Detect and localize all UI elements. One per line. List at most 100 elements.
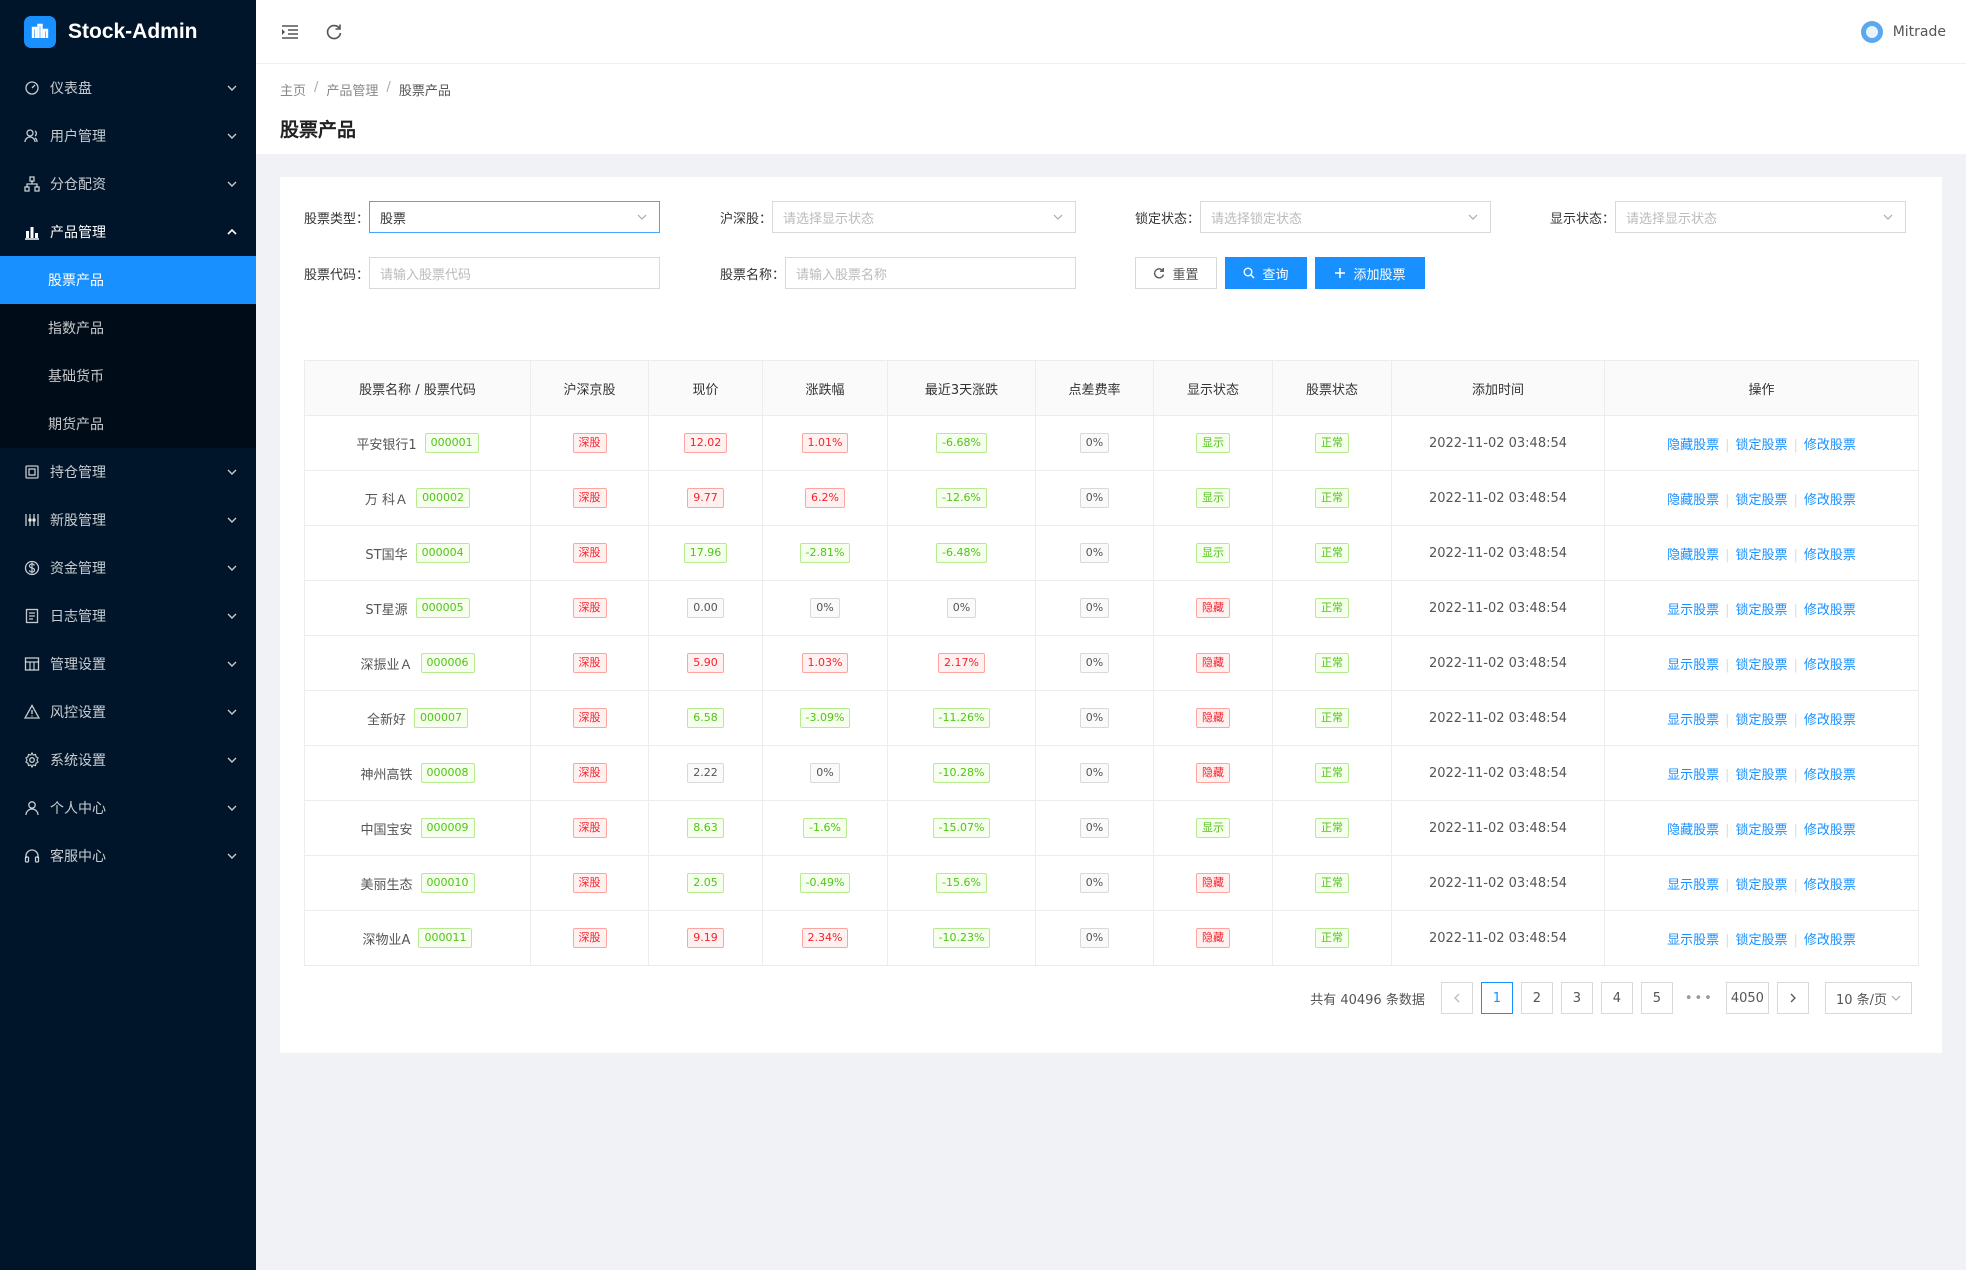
lock-stock-link[interactable]: 锁定股票 <box>1735 932 1788 948</box>
sidebar-item-label: 风控设置 <box>50 705 106 721</box>
chevron-down-icon <box>226 82 238 94</box>
sidebar-item-6[interactable]: 资金管理 <box>0 544 256 592</box>
show-stock-link[interactable]: 显示股票 <box>1667 657 1720 673</box>
user-menu[interactable]: Mitrade <box>1860 20 1946 43</box>
page-3[interactable]: 3 <box>1560 982 1593 1014</box>
pagination-ellipsis[interactable]: ••• <box>1680 982 1718 1014</box>
edit-stock-link[interactable]: 修改股票 <box>1803 767 1856 783</box>
market-tag: 深股 <box>572 488 607 508</box>
reload-icon <box>1154 268 1165 279</box>
sidebar-item-11[interactable]: 个人中心 <box>0 784 256 832</box>
change3-tag: -6.68% <box>936 433 987 453</box>
market-tag: 深股 <box>572 873 607 893</box>
edit-stock-link[interactable]: 修改股票 <box>1803 932 1856 948</box>
hide-stock-link[interactable]: 隐藏股票 <box>1667 492 1720 508</box>
lock-stock-link[interactable]: 锁定股票 <box>1735 437 1788 453</box>
page-last[interactable]: 4050 <box>1725 982 1769 1014</box>
sidebar-item-3[interactable]: 产品管理 <box>0 208 256 256</box>
sidebar-menu: 仪表盘 用户管理 分仓配资 产品管理 股票产品指数产品基础货币期货产品持仓管理 新股管理资… <box>0 64 256 880</box>
lock-stock-link[interactable]: 锁定股票 <box>1735 602 1788 618</box>
reset-button[interactable]: 重置 <box>1135 257 1217 289</box>
sidebar-item-10[interactable]: 系统设置 <box>0 736 256 784</box>
sidebar-item-label: 系统设置 <box>50 753 106 769</box>
column-header: 点差费率 <box>1035 360 1154 416</box>
sidebar-item-0[interactable]: 仪表盘 <box>0 64 256 112</box>
sidebar-item-12[interactable]: 客服中心 <box>0 832 256 880</box>
add-time: 2022-11-02 03:48:54 <box>1391 415 1605 471</box>
edit-stock-link[interactable]: 修改股票 <box>1803 602 1856 618</box>
sidebar-subitem-3[interactable]: 期货产品 <box>48 417 104 433</box>
column-header: 最近3天涨跌 <box>887 360 1036 416</box>
sidebar-item-2[interactable]: 分仓配资 <box>0 160 256 208</box>
sliders-icon <box>24 512 40 528</box>
hs-market-select[interactable]: 请选择显示状态 <box>772 201 1077 233</box>
page-2[interactable]: 2 <box>1520 982 1553 1014</box>
spread-tag: 0% <box>1079 873 1110 893</box>
query-button[interactable]: 查询 <box>1225 257 1307 289</box>
page-4[interactable]: 4 <box>1600 982 1633 1014</box>
lock-stock-link[interactable]: 锁定股票 <box>1735 492 1788 508</box>
breadcrumb-product-management[interactable]: 产品管理 <box>326 84 379 99</box>
stock-name-label: 股票名称： <box>720 267 786 283</box>
show-stock-link[interactable]: 显示股票 <box>1667 712 1720 728</box>
show-stock-link[interactable]: 显示股票 <box>1667 932 1720 948</box>
show-stock-link[interactable]: 显示股票 <box>1667 602 1720 618</box>
display-status-tag: 隐藏 <box>1196 763 1230 783</box>
edit-stock-link[interactable]: 修改股票 <box>1803 877 1856 893</box>
market-tag: 深股 <box>572 928 607 948</box>
spread-tag: 0% <box>1079 433 1110 453</box>
add-time: 2022-11-02 03:48:54 <box>1391 745 1605 801</box>
hide-stock-link[interactable]: 隐藏股票 <box>1667 437 1720 453</box>
stock-code-input[interactable]: 请输入股票代码 <box>369 257 661 289</box>
next-page-button[interactable] <box>1776 982 1809 1014</box>
sidebar-item-4[interactable]: 持仓管理 <box>0 448 256 496</box>
lock-stock-link[interactable]: 锁定股票 <box>1735 712 1788 728</box>
page-size-select[interactable]: 10 条/页 <box>1824 982 1912 1014</box>
sidebar-item-8[interactable]: 管理设置 <box>0 640 256 688</box>
stock-code-tag: 000005 <box>415 598 470 618</box>
chevron-down-icon <box>226 130 238 142</box>
menu-fold-icon[interactable] <box>278 20 302 44</box>
dashboard-icon <box>24 80 40 96</box>
lock-stock-link[interactable]: 锁定股票 <box>1735 547 1788 563</box>
lock-stock-link[interactable]: 锁定股票 <box>1735 657 1788 673</box>
sidebar-item-5[interactable]: 新股管理 <box>0 496 256 544</box>
edit-stock-link[interactable]: 修改股票 <box>1803 712 1856 728</box>
lock-stock-link[interactable]: 锁定股票 <box>1735 877 1788 893</box>
sidebar-item-7[interactable]: 日志管理 <box>0 592 256 640</box>
change-tag: -3.09% <box>799 708 851 728</box>
sidebar-subitem-1[interactable]: 指数产品 <box>48 321 104 337</box>
pagination-total: 共有 40496 条数据 <box>1310 992 1425 1008</box>
page-1[interactable]: 1 <box>1480 982 1513 1014</box>
edit-stock-link[interactable]: 修改股票 <box>1803 547 1856 563</box>
lock-status-select[interactable]: 请选择锁定状态 <box>1200 201 1492 233</box>
add-stock-button[interactable]: 添加股票 <box>1315 257 1425 289</box>
top-header: Mitrade <box>256 0 1966 64</box>
edit-stock-link[interactable]: 修改股票 <box>1803 437 1856 453</box>
edit-stock-link[interactable]: 修改股票 <box>1803 822 1856 838</box>
sidebar-subitem-0[interactable]: 股票产品 <box>0 256 256 304</box>
stock-type-select[interactable]: 股票 <box>369 201 661 233</box>
sidebar-item-1[interactable]: 用户管理 <box>0 112 256 160</box>
show-stock-link[interactable]: 显示股票 <box>1667 877 1720 893</box>
breadcrumb-home[interactable]: 主页 <box>280 84 307 99</box>
page-5[interactable]: 5 <box>1640 982 1673 1014</box>
sidebar-subitem-2[interactable]: 基础货币 <box>48 369 104 385</box>
display-status-select[interactable]: 请选择显示状态 <box>1615 201 1907 233</box>
display-status-tag: 隐藏 <box>1196 653 1230 673</box>
price-tag: 2.05 <box>687 873 724 893</box>
logo[interactable]: Stock-Admin <box>0 0 256 64</box>
lock-stock-link[interactable]: 锁定股票 <box>1735 822 1788 838</box>
show-stock-link[interactable]: 显示股票 <box>1667 767 1720 783</box>
refresh-icon[interactable] <box>322 20 346 44</box>
edit-stock-link[interactable]: 修改股票 <box>1803 492 1856 508</box>
table-body: 平安银行1 000001 深股 12.02 1.01% -6.68% 0% 显示 正常 2022-… <box>304 415 1919 966</box>
display-status-label: 显示状态： <box>1550 211 1616 227</box>
hide-stock-link[interactable]: 隐藏股票 <box>1667 822 1720 838</box>
edit-stock-link[interactable]: 修改股票 <box>1803 657 1856 673</box>
lock-stock-link[interactable]: 锁定股票 <box>1735 767 1788 783</box>
prev-page-button[interactable] <box>1440 982 1473 1014</box>
hide-stock-link[interactable]: 隐藏股票 <box>1667 547 1720 563</box>
stock-name-input[interactable]: 请输入股票名称 <box>785 257 1077 289</box>
sidebar-item-9[interactable]: 风控设置 <box>0 688 256 736</box>
